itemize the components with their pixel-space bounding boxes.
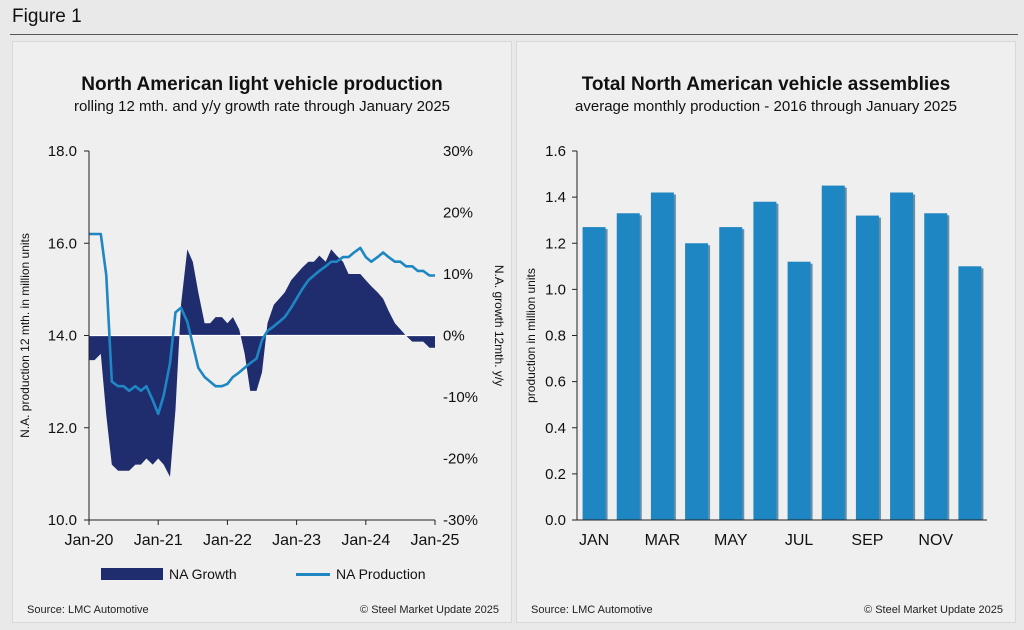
figure-title: Figure 1	[12, 6, 82, 27]
production-line	[89, 232, 435, 416]
x-tick-label: Jan-22	[203, 532, 252, 549]
y-tick-label: 18.0	[48, 143, 77, 160]
y-tick-label: 0.2	[545, 466, 566, 483]
y-tick-label: 16.0	[48, 235, 77, 252]
y-tick-label: 1.4	[545, 189, 566, 206]
legend-growth: NA Growth	[101, 566, 237, 582]
y-tick-label: 0.0	[545, 512, 566, 529]
legend-production-label: NA Production	[336, 566, 426, 582]
y-tick-label: 1.0	[545, 281, 566, 298]
legend-production-swatch	[296, 572, 330, 576]
y-axis-title: production in million units	[524, 268, 538, 403]
left-source: Source: LMC Automotive	[27, 604, 149, 616]
y2-axis-title: N.A. growth 12mth. y/y	[492, 265, 506, 386]
x-tick-label: Jan-24	[341, 532, 390, 549]
right-chart-title: Total North American vehicle assemblies	[581, 74, 951, 95]
figure-divider	[10, 34, 1018, 35]
bar	[821, 185, 845, 520]
x-tick-label: Jan-21	[134, 532, 183, 549]
left-copyright: © Steel Market Update 2025	[360, 604, 499, 616]
x-tick-label: MAY	[714, 532, 748, 549]
x-tick-label: Jan-25	[411, 532, 460, 549]
x-tick-label: NOV	[918, 532, 953, 549]
bar	[924, 213, 948, 521]
bar	[787, 261, 811, 520]
bar	[616, 213, 640, 521]
y-tick-label: 14.0	[48, 328, 77, 345]
assemblies-chart: 0.0 0.2 0.4 0.6 0.8 1.0 1.2 1.4 1.6 JAN MAR MAY JUL S…	[524, 143, 987, 549]
right-copyright: © Steel Market Update 2025	[864, 604, 1003, 616]
bar	[582, 227, 606, 520]
y-tick-label: 0.4	[545, 420, 566, 437]
x-tick-label: MAR	[645, 532, 681, 549]
y2-tick-label: -10%	[443, 389, 478, 406]
legend-production: NA Production	[296, 566, 426, 582]
production-chart-panel: North American light vehicle production …	[12, 41, 512, 623]
x-tick-label: Jan-20	[65, 532, 114, 549]
y2-tick-label: 30%	[443, 143, 473, 160]
y-tick-label: 1.2	[545, 235, 566, 252]
y-tick-label: 12.0	[48, 420, 77, 437]
bar	[855, 215, 879, 520]
left-chart-title: North American light vehicle production	[81, 74, 443, 95]
right-chart-subtitle: average monthly production - 2016 throug…	[575, 98, 957, 115]
y-axis-title: N.A. production 12 mth. in million units	[18, 233, 32, 438]
y-tick-label: 0.8	[545, 328, 566, 345]
x-tick-label: Jan-23	[272, 532, 321, 549]
x-tick-label: JUL	[785, 532, 814, 549]
bar	[890, 192, 914, 520]
production-chart: 10.0 12.0 14.0 16.0 18.0 -30% -20% -10% 0% 10% 20%…	[18, 143, 506, 549]
y2-tick-label: 20%	[443, 205, 473, 222]
y-tick-label: 10.0	[48, 512, 77, 529]
right-source: Source: LMC Automotive	[531, 604, 653, 616]
assemblies-chart-panel: Total North American vehicle assemblies …	[516, 41, 1016, 623]
bar	[719, 227, 743, 520]
bar	[650, 192, 674, 520]
legend-growth-swatch	[101, 568, 163, 580]
x-tick-label: SEP	[851, 532, 883, 549]
y2-tick-label: -30%	[443, 512, 478, 529]
bar	[958, 266, 982, 520]
bar	[753, 201, 777, 521]
y-tick-label: 0.6	[545, 374, 566, 391]
y-tick-label: 1.6	[545, 143, 566, 160]
bar	[685, 243, 709, 520]
growth-area	[89, 249, 435, 477]
y2-tick-label: -20%	[443, 451, 478, 468]
x-tick-label: JAN	[579, 532, 609, 549]
y2-tick-label: 0%	[443, 328, 465, 345]
y2-tick-label: 10%	[443, 266, 473, 283]
legend-growth-label: NA Growth	[169, 566, 237, 582]
left-chart-subtitle: rolling 12 mth. and y/y growth rate thro…	[73, 98, 451, 115]
